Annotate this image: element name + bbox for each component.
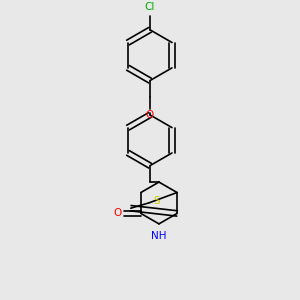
Text: Cl: Cl — [145, 2, 155, 13]
Text: O: O — [146, 110, 154, 120]
Text: O: O — [114, 208, 122, 218]
Text: NH: NH — [151, 231, 167, 241]
Text: S: S — [153, 196, 160, 206]
